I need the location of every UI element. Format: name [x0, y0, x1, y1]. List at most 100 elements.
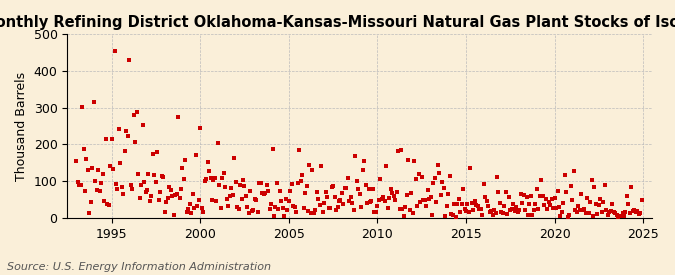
Point: [173, 115, 184, 119]
Point: [298, 206, 309, 210]
Point: [102, 202, 113, 206]
Point: [511, 204, 522, 209]
Point: [124, 57, 135, 62]
Point: [99, 199, 109, 203]
Point: [71, 159, 82, 163]
Point: [562, 215, 573, 219]
Point: [284, 199, 294, 204]
Point: [165, 188, 176, 192]
Point: [416, 175, 427, 179]
Point: [341, 186, 352, 190]
Point: [496, 209, 507, 214]
Point: [133, 172, 144, 176]
Point: [189, 206, 200, 210]
Point: [128, 113, 139, 117]
Point: [514, 207, 524, 212]
Point: [403, 158, 414, 162]
Point: [412, 204, 423, 208]
Point: [439, 185, 450, 190]
Point: [549, 196, 560, 200]
Point: [321, 190, 331, 194]
Point: [184, 202, 195, 206]
Point: [127, 187, 138, 191]
Point: [499, 204, 510, 208]
Point: [552, 189, 563, 193]
Point: [551, 205, 562, 210]
Point: [481, 199, 492, 203]
Point: [392, 190, 402, 195]
Point: [151, 180, 161, 184]
Point: [613, 214, 624, 219]
Point: [338, 202, 349, 206]
Point: [622, 194, 632, 199]
Point: [103, 203, 114, 208]
Point: [578, 207, 589, 211]
Point: [441, 204, 452, 208]
Point: [469, 199, 480, 203]
Point: [78, 147, 89, 152]
Point: [604, 210, 615, 214]
Point: [271, 180, 282, 185]
Point: [589, 185, 600, 189]
Point: [300, 190, 310, 195]
Point: [75, 183, 86, 187]
Point: [585, 200, 595, 204]
Point: [155, 190, 165, 194]
Point: [458, 187, 468, 192]
Point: [138, 180, 149, 184]
Point: [381, 164, 392, 169]
Point: [215, 206, 226, 211]
Point: [385, 187, 396, 191]
Point: [437, 179, 448, 184]
Point: [533, 207, 544, 211]
Point: [233, 207, 244, 211]
Point: [288, 204, 298, 208]
Point: [444, 174, 455, 178]
Point: [146, 194, 157, 198]
Point: [276, 198, 287, 203]
Point: [351, 179, 362, 183]
Point: [308, 211, 319, 216]
Point: [97, 172, 108, 176]
Point: [316, 164, 327, 169]
Point: [520, 208, 531, 212]
Point: [199, 179, 210, 183]
Point: [81, 157, 92, 161]
Point: [601, 208, 612, 213]
Point: [537, 194, 548, 198]
Point: [396, 148, 406, 152]
Point: [522, 213, 533, 218]
Point: [425, 194, 436, 199]
Point: [356, 205, 367, 209]
Point: [140, 189, 151, 194]
Point: [195, 126, 206, 130]
Point: [518, 192, 529, 197]
Point: [304, 163, 315, 167]
Point: [311, 190, 322, 194]
Point: [493, 190, 504, 195]
Point: [369, 210, 380, 214]
Point: [186, 211, 196, 215]
Point: [468, 208, 479, 212]
Point: [427, 213, 437, 217]
Point: [337, 191, 348, 195]
Point: [149, 173, 160, 177]
Point: [244, 211, 254, 215]
Point: [574, 208, 585, 212]
Point: [620, 209, 631, 214]
Point: [200, 177, 211, 181]
Point: [397, 207, 408, 211]
Point: [327, 184, 338, 189]
Point: [366, 199, 377, 204]
Point: [279, 214, 290, 218]
Point: [560, 172, 570, 177]
Point: [566, 184, 576, 188]
Point: [183, 206, 194, 211]
Point: [302, 208, 313, 213]
Point: [161, 200, 171, 204]
Point: [322, 195, 333, 199]
Point: [406, 190, 416, 195]
Point: [126, 182, 136, 187]
Point: [372, 204, 383, 209]
Point: [213, 141, 223, 145]
